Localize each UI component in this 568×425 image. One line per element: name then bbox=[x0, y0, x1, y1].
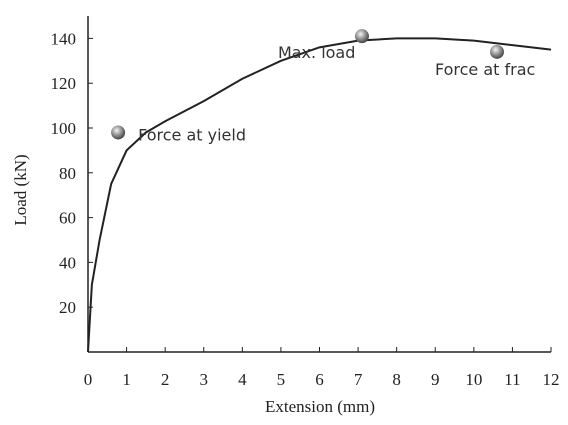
x-tick-label: 9 bbox=[431, 370, 440, 389]
y-tick-label: 100 bbox=[51, 119, 77, 138]
marker bbox=[355, 29, 369, 43]
x-tick-label: 4 bbox=[238, 370, 247, 389]
x-tick-label: 10 bbox=[465, 370, 482, 389]
x-tick-label: 3 bbox=[200, 370, 209, 389]
x-tick-label: 0 bbox=[84, 370, 93, 389]
annotation: Force at frac bbox=[435, 60, 535, 79]
x-tick-label: 12 bbox=[543, 370, 560, 389]
x-tick-label: 2 bbox=[161, 370, 170, 389]
annotation: Force at yield bbox=[138, 125, 246, 144]
x-tick-label: 1 bbox=[122, 370, 131, 389]
x-axis-label: Extension (mm) bbox=[265, 397, 375, 416]
y-tick-label: 40 bbox=[59, 253, 76, 272]
y-tick-label: 140 bbox=[51, 29, 77, 48]
x-tick-label: 5 bbox=[277, 370, 286, 389]
x-tick-label: 6 bbox=[315, 370, 324, 389]
x-tick-label: 7 bbox=[354, 370, 363, 389]
marker bbox=[111, 125, 125, 139]
curve bbox=[88, 38, 551, 352]
y-tick-label: 80 bbox=[59, 164, 76, 183]
x-tick-label: 11 bbox=[504, 370, 520, 389]
page: {"chart_data": {"type": "line", "x_label… bbox=[0, 0, 568, 425]
x-tick-label: 8 bbox=[392, 370, 401, 389]
chart: Extension (mm) Load (kN) 204060801001201… bbox=[0, 0, 568, 425]
marker bbox=[490, 45, 504, 59]
y-axis-label: Load (kN) bbox=[11, 154, 30, 225]
y-tick-label: 20 bbox=[59, 298, 76, 317]
y-tick-label: 120 bbox=[51, 74, 77, 93]
y-tick-label: 60 bbox=[59, 209, 76, 228]
annotation: Max. load bbox=[278, 43, 355, 62]
